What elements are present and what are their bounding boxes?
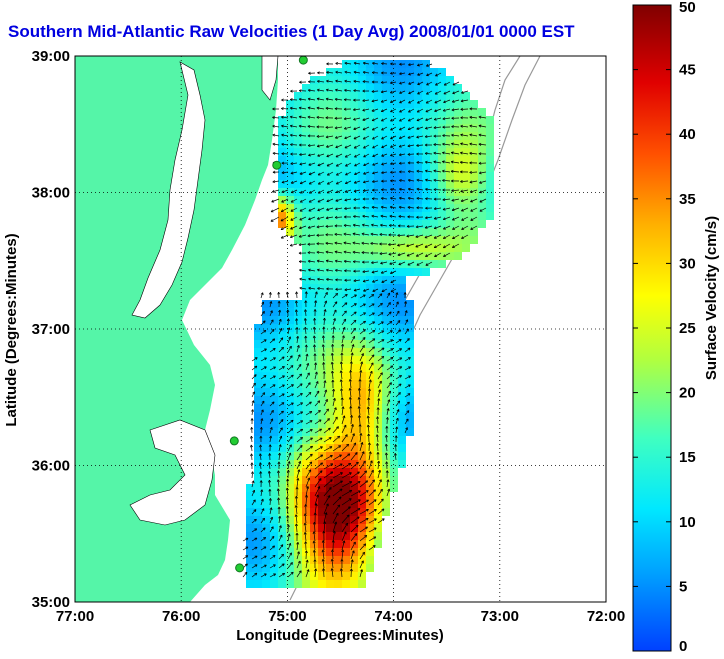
radar-station-marker bbox=[229, 436, 239, 446]
velocity-field bbox=[246, 60, 494, 588]
pamlico-sound bbox=[129, 419, 216, 526]
delaware-bay bbox=[261, 56, 279, 101]
colorbar bbox=[632, 4, 672, 652]
x-tick-labels: 77:00 76:00 75:00 74:00 73:00 72:00 bbox=[56, 608, 625, 625]
colorbar-tick-label: 30 bbox=[679, 255, 696, 272]
colorbar-tick-label: 40 bbox=[679, 126, 696, 143]
chesapeake-bay bbox=[131, 61, 206, 319]
radar-station-marker bbox=[272, 160, 282, 170]
colorbar-tick-label: 35 bbox=[679, 191, 696, 208]
colorbar-tick-label: 20 bbox=[679, 385, 696, 402]
colorbar-tick-label: 50 bbox=[679, 0, 696, 16]
y-axis-label: Latitude (Degrees:Minutes) bbox=[3, 233, 20, 426]
plot-title: Southern Mid-Atlantic Raw Velocities (1 … bbox=[8, 22, 575, 41]
y-tick-label: 38:00 bbox=[32, 185, 70, 202]
colorbar-tick-label: 25 bbox=[679, 320, 696, 337]
x-tick-label: 76:00 bbox=[162, 608, 200, 625]
radar-stations bbox=[229, 55, 308, 573]
colorbar-tick-label: 5 bbox=[679, 578, 687, 595]
x-tick-label: 75:00 bbox=[268, 608, 306, 625]
y-tick-labels: 39:00 38:00 37:00 36:00 35:00 bbox=[32, 48, 70, 611]
colorbar-tick-label: 10 bbox=[679, 514, 696, 531]
y-tick-label: 39:00 bbox=[32, 48, 70, 65]
y-tick-label: 36:00 bbox=[32, 458, 70, 475]
x-tick-label: 77:00 bbox=[56, 608, 94, 625]
colorbar-label: Surface Velocity (cm/s) bbox=[703, 216, 720, 380]
velocity-arrows bbox=[242, 61, 487, 578]
colorbar-tick-label: 0 bbox=[679, 638, 687, 655]
y-tick-label: 37:00 bbox=[32, 321, 70, 338]
x-tick-label: 72:00 bbox=[587, 608, 625, 625]
grid-lines bbox=[75, 56, 606, 602]
radar-station-marker bbox=[235, 563, 245, 573]
colorbar-tick-label: 45 bbox=[679, 62, 696, 79]
y-tick-label: 35:00 bbox=[32, 594, 70, 611]
colorbar-tick-label: 15 bbox=[679, 449, 696, 466]
plot-frame bbox=[74, 55, 607, 603]
radar-station-marker bbox=[298, 55, 308, 65]
x-tick-label: 74:00 bbox=[374, 608, 412, 625]
x-tick-label: 73:00 bbox=[481, 608, 519, 625]
x-axis-label: Longitude (Degrees:Minutes) bbox=[236, 627, 444, 644]
